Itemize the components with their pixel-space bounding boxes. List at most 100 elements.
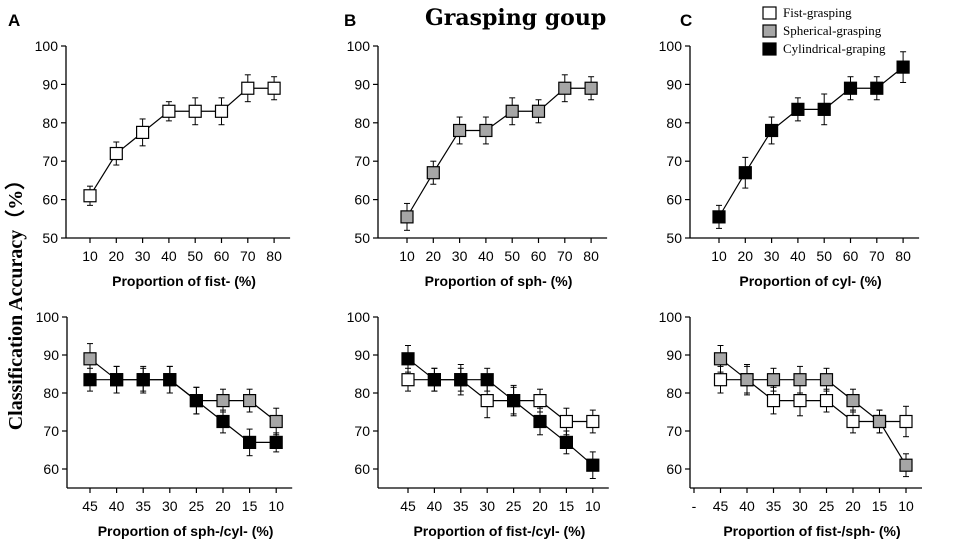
x-tick-label: 70 [557,248,573,264]
x-axis-label: Proportion of fist- (%) [112,273,256,289]
x-tick-label: 20 [426,248,442,264]
data-point-cylindrical-graping [83,373,97,387]
y-tick-label: 100 [347,38,371,54]
data-point-cylindrical-graping [817,102,831,116]
data-point-fist-grasping [899,414,913,429]
x-tick-label: 15 [242,498,258,514]
y-tick-label: 100 [659,309,683,325]
data-point-fist-grasping [267,81,281,95]
data-point-cylindrical-graping [559,435,574,449]
y-tick-label: 100 [36,309,60,325]
data-point-cylindrical-graping [843,81,858,95]
x-tick-label: 40 [478,248,494,264]
series-line-spherical-grasping [406,87,592,218]
panel-A2: 60 70 80 90 100 45 40 35 30 25 20 15 10 Proportion of… [36,309,293,539]
data-point-spherical-grasping [740,373,754,387]
y-tick-label: 70 [354,423,370,439]
x-tick-label: 70 [240,248,256,264]
y-tick-label: 70 [666,153,682,169]
x-tick-label: 45 [82,498,98,514]
data-point-spherical-grasping [400,210,414,224]
y-tick-label: 60 [354,192,370,208]
data-point-spherical-grasping [793,373,807,387]
x-tick-label: 20 [532,498,548,514]
y-tick-label: 70 [43,423,59,439]
data-point-cylindrical-graping [507,394,521,408]
data-point-spherical-grasping [872,414,887,429]
data-point-cylindrical-graping [480,373,494,387]
data-point-spherical-grasping [899,458,913,472]
data-point-spherical-grasping [531,104,546,118]
y-tick-label: 80 [666,385,682,401]
legend-marker-spherical [762,24,777,38]
y-tick-label: 80 [354,115,370,131]
x-tick-label: 40 [427,498,443,514]
data-point-spherical-grasping [426,166,440,180]
x-tick-label: 40 [109,498,125,514]
y-tick-label: 90 [43,347,59,363]
data-point-fist-grasping [83,189,97,203]
data-point-fist-grasping [214,104,229,118]
data-point-cylindrical-graping [791,102,805,116]
x-tick-label: 40 [790,248,806,264]
x-tick-label: 10 [711,248,727,264]
data-point-fist-grasping [819,394,834,408]
data-point-fist-grasping [586,414,600,429]
data-point-spherical-grasping [216,394,230,408]
x-tick-label: 40 [739,498,755,514]
x-tick-label: 10 [585,498,601,514]
data-point-spherical-grasping [846,394,860,408]
x-axis-label: Proportion of cyl- (%) [739,273,881,289]
x-tick-label: 35 [453,498,469,514]
data-point-cylindrical-graping [136,373,150,387]
data-point-fist-grasping [533,394,547,408]
data-point-spherical-grasping [713,352,728,366]
y-tick-label: 90 [666,347,682,363]
y-tick-label: 80 [666,115,682,131]
data-point-spherical-grasping [505,104,519,118]
x-tick-label: 60 [531,248,547,264]
legend-marker-cylindrical [762,42,777,56]
data-point-spherical-grasping [479,123,493,138]
y-tick-label: 90 [666,76,682,92]
data-point-cylindrical-graping [738,166,752,180]
data-point-fist-grasping [793,394,807,408]
data-point-spherical-grasping [584,81,598,95]
charts-group: 50 60 70 80 90 100 10 20 30 40 50 60 70 80 Proportion … [35,38,922,539]
data-point-fist-grasping [846,414,860,429]
data-point-cylindrical-graping [533,414,547,429]
x-tick-label: 30 [452,248,468,264]
data-point-cylindrical-graping [163,373,177,387]
x-tick-label: 80 [583,248,599,264]
data-point-spherical-grasping [819,373,834,387]
legend-label-fist: Fist-grasping [783,5,852,20]
x-tick-label: 30 [792,498,808,514]
data-point-cylindrical-graping [401,352,415,366]
x-axis-label: Proportion of fist-/sph- (%) [723,523,900,539]
data-point-fist-grasping [136,125,150,140]
y-tick-label: 90 [42,76,58,92]
data-point-fist-grasping [766,394,781,408]
x-tick-label: 30 [479,498,495,514]
x-tick-label: 30 [135,248,151,264]
x-tick-label: 80 [266,248,282,264]
data-point-cylindrical-graping [870,81,884,95]
data-point-cylindrical-graping [243,435,257,449]
y-tick-label: 60 [42,192,58,208]
y-tick-label: 60 [666,461,682,477]
data-point-cylindrical-graping [427,373,441,387]
data-point-cylindrical-graping [189,394,203,408]
x-tick-label: 80 [895,248,911,264]
panel-label-a: A [8,11,20,30]
panel-A: 50 60 70 80 90 100 10 20 30 40 50 60 70 80 Proportion … [35,38,291,289]
x-tick-label: 10 [898,498,914,514]
panel-C: 50 60 70 80 90 100 10 20 30 40 50 60 70 80 Proportion … [659,38,920,289]
y-tick-label: 50 [42,230,58,246]
y-tick-label: 80 [43,385,59,401]
x-tick-label: 60 [214,248,230,264]
y-tick-label: 60 [666,192,682,208]
panel-B: 50 60 70 80 90 100 10 20 30 40 50 60 70 80 Proportion … [347,38,608,289]
x-tick-label: - [692,498,697,514]
y-tick-label: 70 [42,153,58,169]
